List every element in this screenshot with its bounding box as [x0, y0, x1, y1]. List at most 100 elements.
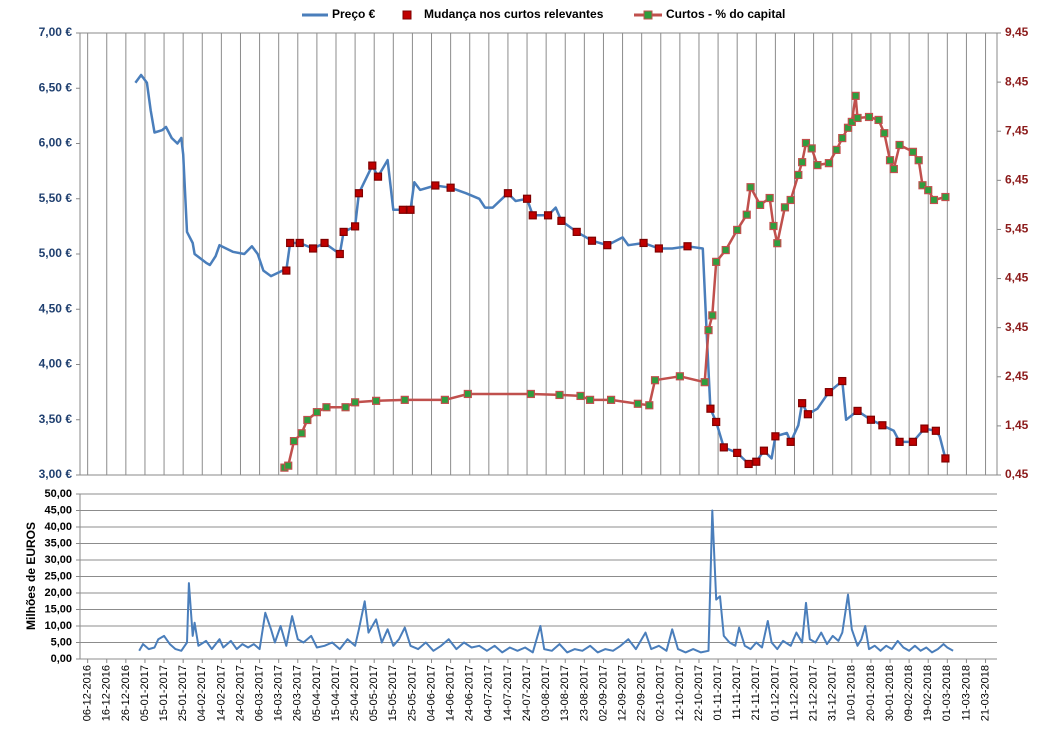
data-marker	[838, 376, 847, 386]
x-tick-label: 23-08-2017	[578, 665, 590, 721]
y-tick-label: 3,00 €	[39, 467, 73, 481]
x-tick-label: 31-12-2017	[827, 665, 839, 721]
x-tick-label: 11-12-2017	[788, 665, 800, 720]
x-tick-label: 11-03-2018	[960, 665, 972, 720]
data-marker	[885, 156, 895, 165]
data-marker	[528, 211, 537, 220]
y2-tick-label: 5,45	[1005, 222, 1029, 236]
x-tick-label: 02-10-2017	[655, 665, 667, 721]
y2-tick-label: 7,45	[1005, 123, 1029, 137]
y-tick-label: 25,00	[44, 570, 72, 582]
data-marker	[284, 461, 293, 470]
x-tick-label: 04-06-2017	[425, 665, 437, 721]
data-marker	[543, 211, 553, 220]
data-marker	[297, 429, 306, 438]
x-tick-label: 22-09-2017	[636, 665, 648, 721]
x-tick-label: 01-03-2018	[941, 665, 953, 721]
data-marker	[522, 194, 532, 203]
series-line	[134, 73, 947, 466]
x-tick-label: 13-08-2017	[559, 665, 571, 721]
data-marker	[813, 161, 822, 170]
x-tick-label: 03-08-2017	[540, 665, 552, 721]
data-marker	[914, 156, 923, 165]
data-marker	[712, 257, 721, 266]
legend-label: Mudança nos curtos relevantes	[424, 7, 604, 21]
data-marker	[798, 399, 807, 408]
data-marker	[289, 437, 299, 446]
y-tick-label: 5,50 €	[39, 191, 73, 205]
chart-0: 3,00 € 3,50 € 4,00 € 4,50 € 5,00 € 5,50 € 6,00…	[39, 25, 1029, 481]
data-marker	[603, 241, 612, 250]
x-tick-label: 09-02-2018	[903, 665, 915, 721]
data-marker	[929, 195, 939, 205]
data-marker	[895, 437, 904, 446]
data-marker	[838, 133, 847, 143]
data-marker	[765, 193, 774, 203]
data-marker	[794, 170, 803, 180]
data-marker	[572, 227, 581, 236]
data-marker	[303, 415, 312, 425]
y2-tick-label: 8,45	[1005, 74, 1029, 88]
x-tick-label: 14-06-2017	[445, 665, 457, 721]
data-marker	[368, 161, 377, 170]
data-marker	[576, 391, 585, 401]
data-marker	[931, 426, 940, 435]
series-line	[138, 509, 954, 654]
data-marker	[920, 424, 929, 433]
x-tick-label: 21-03-2018	[979, 665, 991, 721]
data-marker	[798, 158, 807, 167]
data-marker	[503, 189, 513, 198]
y2-tick-label: 1,45	[1005, 418, 1029, 432]
data-marker	[351, 398, 360, 407]
data-marker	[400, 395, 409, 404]
data-marker	[585, 395, 595, 404]
data-marker	[308, 244, 318, 253]
data-marker	[733, 448, 742, 457]
data-marker	[924, 186, 933, 195]
x-tick-label: 12-09-2017	[616, 665, 628, 721]
data-marker	[335, 249, 344, 259]
data-marker	[398, 205, 407, 214]
x-tick-label: 16-12-2016	[101, 665, 113, 721]
x-tick-label: 06-12-2016	[82, 665, 94, 721]
legend-label: Curtos - % do capital	[666, 7, 785, 21]
y2-tick-label: 6,45	[1005, 173, 1029, 187]
y-tick-label: 35,00	[44, 537, 72, 549]
x-tick-label: 05-01-2017	[139, 665, 151, 721]
y-tick-label: 50,00	[44, 488, 72, 500]
legend-swatch	[402, 10, 412, 20]
data-marker	[555, 390, 564, 400]
x-tick-label: 19-02-2018	[922, 665, 934, 721]
y2-tick-label: 4,45	[1005, 271, 1029, 285]
data-marker	[704, 326, 713, 335]
data-marker	[866, 415, 876, 424]
data-marker	[773, 239, 782, 248]
data-marker	[941, 454, 950, 463]
x-tick-label: 15-01-2017	[158, 665, 170, 721]
data-marker	[908, 147, 918, 156]
data-marker	[895, 140, 904, 150]
data-marker	[803, 410, 812, 419]
y-tick-label: 15,00	[44, 603, 72, 615]
x-tick-label: 05-04-2017	[311, 665, 323, 721]
x-tick-label: 26-12-2016	[120, 665, 132, 721]
x-tick-label: 01-11-2017	[712, 665, 724, 720]
data-marker	[282, 266, 291, 275]
x-tick-label: 15-04-2017	[330, 665, 342, 721]
x-tick-label: 22-10-2017	[693, 665, 705, 721]
x-tick-label: 24-02-2017	[234, 665, 246, 721]
y2-tick-label: 0,45	[1005, 467, 1029, 481]
y-tick-label: 7,00 €	[39, 25, 73, 39]
data-marker	[373, 172, 383, 181]
data-marker	[312, 408, 321, 417]
data-marker	[683, 242, 692, 251]
y-tick-label: 30,00	[44, 554, 72, 566]
data-marker	[286, 238, 295, 248]
data-marker	[759, 446, 769, 455]
data-marker	[786, 195, 795, 205]
x-tick-label: 24-07-2017	[521, 665, 533, 721]
data-marker	[744, 459, 753, 469]
data-marker	[406, 205, 415, 214]
y-tick-label: 5,00	[51, 636, 72, 648]
y2-tick-label: 3,45	[1005, 320, 1029, 334]
